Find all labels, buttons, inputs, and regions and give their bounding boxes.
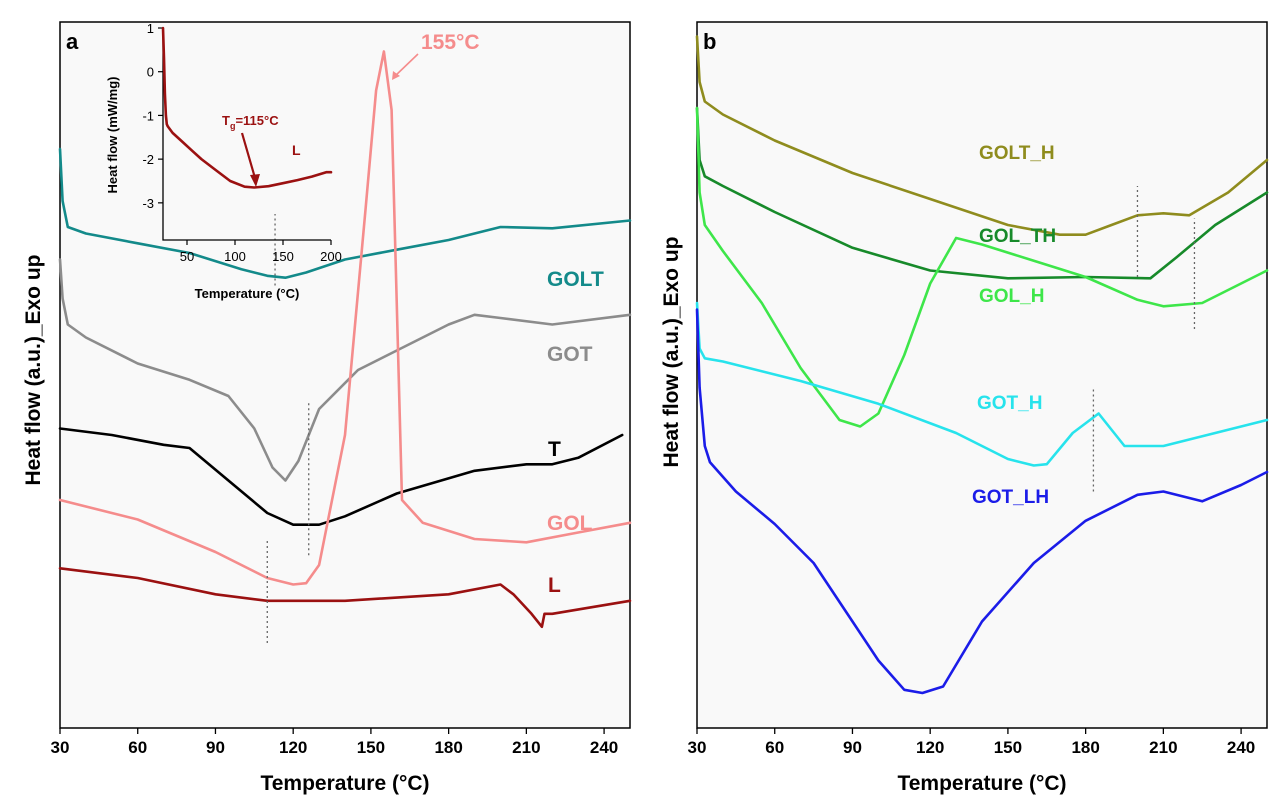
inset-series-l	[161, 26, 333, 189]
label-gol-h: GOL_H	[979, 286, 1044, 307]
panel-a-x-tick-label: 150	[357, 738, 385, 757]
inset-y-axis-title: Heat flow (mW/mg)	[105, 77, 120, 194]
inset-x-tick-label: 100	[224, 249, 246, 264]
series-gol-th	[695, 106, 1269, 280]
inset-tg-suffix: =115°C	[235, 113, 279, 128]
series-got-lh	[695, 308, 1269, 695]
inset-x-tick-label: 200	[320, 249, 342, 264]
panel-a-x-tick-label: 90	[206, 738, 225, 757]
panel-a-letter: a	[66, 29, 79, 54]
panel-b-x-axis-title: Temperature (°C)	[897, 772, 1066, 795]
label-got-lh: GOT_LH	[972, 487, 1049, 508]
series-got	[58, 258, 632, 482]
series-t	[58, 427, 624, 527]
label-got-h: GOT_H	[977, 393, 1042, 414]
panel-b-x-tick-label: 240	[1227, 738, 1255, 757]
panel-a-x-ticks: 30 60 90 120 150 180 210 240	[51, 728, 618, 757]
panel-b-x-tick-label: 180	[1071, 738, 1099, 757]
panel-b-x-tick-label: 30	[688, 738, 707, 757]
inset-y-tick-label: 0	[147, 65, 154, 80]
label-gol: GOL	[547, 512, 593, 535]
inset-tg-arrowhead	[250, 174, 260, 187]
inset-tg-prefix: T	[222, 113, 230, 128]
panel-b-x-tick-label: 210	[1149, 738, 1177, 757]
panel-b-frame	[696, 21, 1268, 729]
inset-x-tick-label: 150	[272, 249, 294, 264]
panel-a-x-tick-label: 60	[128, 738, 147, 757]
panel-b-x-tick-label: 120	[916, 738, 944, 757]
inset-tg-arrow	[240, 132, 257, 179]
inset-y-tick-label: -2	[142, 152, 154, 167]
inset-x-axis-title: Temperature (°C)	[195, 286, 300, 301]
panel-a-curves	[58, 50, 632, 629]
label-golt-h: GOLT_H	[979, 143, 1055, 164]
panel-b-x-tick-label: 60	[765, 738, 784, 757]
panel-a-x-axis-title: Temperature (°C)	[260, 772, 429, 795]
inset-series-label: L	[292, 142, 301, 158]
peak-annotation-arrow	[393, 53, 419, 78]
series-gol	[58, 50, 632, 586]
panel-a-x-tick-label: 210	[512, 738, 540, 757]
panel-a-markers	[266, 214, 310, 643]
panel-a-frame	[59, 21, 631, 729]
panel-a-y-axis-title: Heat flow (a.u.)_Exo up	[22, 254, 45, 485]
label-golt: GOLT	[547, 268, 604, 291]
series-gol-h	[695, 106, 1269, 428]
inset-tg-subscript: g	[230, 121, 236, 131]
panel-b-y-axis-title: Heat flow (a.u.)_Exo up	[660, 236, 683, 467]
label-gol-th: GOL_TH	[979, 226, 1056, 247]
inset-ticks: 50 100 150 200 1 0 -1 -2 -3	[142, 21, 341, 264]
panel-b-x-tick-label: 90	[843, 738, 862, 757]
inset-tg-annotation: Tg=115°C	[222, 113, 279, 131]
panel-b-markers	[1092, 186, 1196, 492]
panel-b-x-tick-label: 150	[994, 738, 1022, 757]
panel-a-x-tick-label: 30	[51, 738, 70, 757]
peak-annotation-label: 155°C	[421, 31, 480, 54]
panel-a-x-tick-label: 180	[434, 738, 462, 757]
inset-chart: 50 100 150 200 1 0 -1 -2 -3 Temperature (°C) Hea…	[105, 21, 342, 301]
inset-y-tick-label: -1	[142, 108, 154, 123]
inset-y-tick-label: 1	[147, 21, 154, 36]
panel-b: b 30 60 90 120 150 180 210 240 Temperature (°C)…	[660, 21, 1269, 795]
peak-annotation-arrowhead	[392, 71, 400, 80]
inset-y-tick-label: -3	[142, 196, 154, 211]
label-got: GOT	[547, 343, 593, 366]
inset-x-tick-label: 50	[180, 249, 194, 264]
series-l	[58, 566, 632, 629]
panel-b-x-ticks: 30 60 90 120 150 180 210 240	[688, 728, 1255, 757]
panel-a-x-tick-label: 240	[590, 738, 618, 757]
panel-a-x-tick-label: 120	[279, 738, 307, 757]
series-got-h	[695, 301, 1269, 467]
series-golt-h	[695, 35, 1269, 236]
panel-a: a 30 60 90 120 150 180 210 240 Temperature (°C)…	[22, 21, 632, 795]
series-golt	[58, 147, 632, 280]
label-l: L	[548, 574, 561, 597]
panel-b-letter: b	[703, 29, 716, 54]
label-t: T	[548, 438, 561, 461]
panel-b-curves	[695, 35, 1269, 695]
inset-axes	[162, 28, 331, 241]
